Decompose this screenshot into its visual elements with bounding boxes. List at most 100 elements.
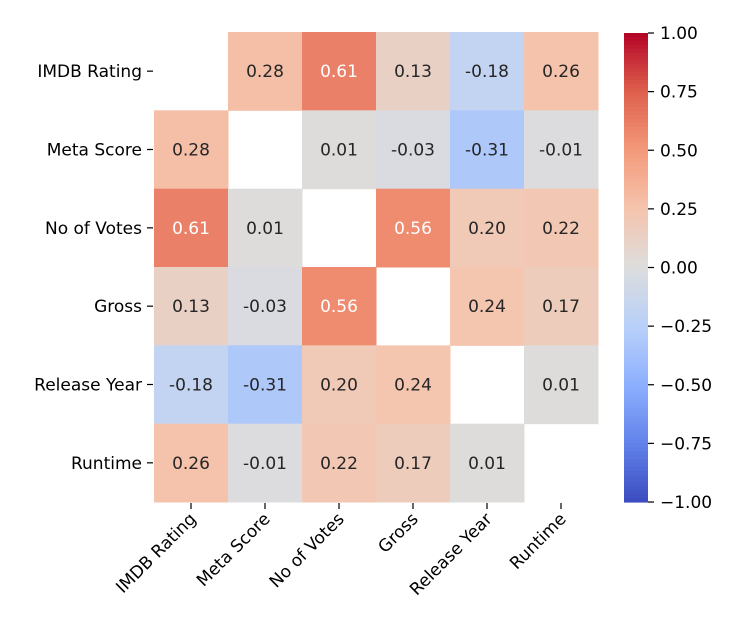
- heatmap-cell: [524, 32, 599, 111]
- colorbar-segment: [624, 384, 648, 390]
- heatmap-cell: [524, 345, 599, 425]
- cell-annotation: 0.24: [468, 297, 506, 317]
- colorbar-segment: [624, 396, 648, 401]
- colorbar-segment: [624, 459, 648, 464]
- colorbar-segment: [624, 146, 648, 151]
- colorbar-segment: [624, 228, 648, 233]
- colorbar-segment: [624, 283, 648, 288]
- cell-annotation: -0.01: [243, 454, 287, 474]
- colorbar-segment: [624, 216, 648, 222]
- cell-annotation: 0.01: [468, 454, 506, 474]
- colorbar-segment: [624, 197, 648, 202]
- colorbar-segment: [624, 380, 648, 386]
- cell-annotation: 0.56: [320, 297, 358, 317]
- colorbar-segment: [624, 79, 648, 85]
- colorbar-segment: [624, 392, 648, 398]
- cell-annotation: 0.28: [172, 141, 210, 161]
- colorbar-segment: [624, 130, 648, 136]
- colorbar-segment: [624, 318, 648, 323]
- cell-annotation: 0.20: [320, 376, 358, 396]
- colorbar-segment: [624, 255, 648, 261]
- y-tick-label: Runtime: [71, 454, 142, 474]
- cell-annotation: 0.01: [246, 219, 284, 239]
- colorbar-segment: [624, 490, 648, 495]
- colorbar-segment: [624, 95, 648, 101]
- colorbar-segment: [624, 48, 648, 54]
- colorbar-segment: [624, 306, 648, 312]
- colorbar-segment: [624, 165, 648, 171]
- cell-annotation: 0.26: [542, 62, 580, 82]
- heatmap-cell: [154, 345, 229, 425]
- heatmap-cell: [376, 110, 451, 190]
- colorbar-tick-label: 1.00: [660, 24, 698, 44]
- heatmap-cell: [376, 423, 451, 503]
- colorbar-segment: [624, 208, 648, 214]
- colorbar-segment: [624, 310, 648, 315]
- colorbar-segment: [624, 158, 648, 163]
- colorbar-segment: [624, 341, 648, 347]
- colorbar-tick-label: 0.75: [660, 83, 698, 103]
- cell-annotation: -0.31: [465, 141, 509, 161]
- colorbar-segment: [624, 349, 648, 355]
- colorbar-segment: [624, 400, 648, 405]
- y-tick-label: Meta Score: [47, 141, 142, 161]
- x-tick-label: Gross: [375, 509, 423, 557]
- cell-annotation: 0.26: [172, 454, 210, 474]
- y-tick-label: IMDB Rating: [37, 62, 142, 82]
- colorbar-segment: [624, 361, 648, 366]
- colorbar-segment: [624, 33, 648, 38]
- colorbar-segment: [624, 52, 648, 58]
- cell-annotation: 0.61: [320, 62, 358, 82]
- colorbar-tick-label: 0.50: [660, 141, 698, 161]
- colorbar-segment: [624, 408, 648, 413]
- colorbar-segment: [624, 181, 648, 187]
- colorbar-segment: [624, 435, 648, 441]
- cell-annotation: -0.01: [539, 141, 583, 161]
- colorbar-segment: [624, 111, 648, 116]
- heatmap-cell: [450, 32, 525, 111]
- colorbar-segment: [624, 271, 648, 276]
- heatmap-cell: [450, 423, 525, 503]
- colorbar-segment: [624, 462, 648, 468]
- cell-annotation: -0.31: [243, 376, 287, 396]
- cell-annotation: -0.18: [169, 376, 213, 396]
- colorbar-segment: [624, 439, 648, 444]
- colorbar-segment: [624, 134, 648, 140]
- colorbar-segment: [624, 267, 648, 273]
- colorbar-segment: [624, 275, 648, 280]
- colorbar-segment: [624, 333, 648, 339]
- colorbar-tick-label: 0.00: [660, 259, 698, 279]
- colorbar-segment: [624, 373, 648, 378]
- colorbar-segment: [624, 103, 648, 108]
- heatmap-cell: [228, 188, 303, 268]
- colorbar-segment: [624, 412, 648, 417]
- colorbar-segment: [624, 107, 648, 112]
- colorbar-segment: [624, 431, 648, 437]
- heatmap-cell: [154, 423, 229, 503]
- colorbar-tick-label: −0.50: [660, 376, 712, 396]
- cell-annotation: 0.56: [394, 219, 432, 239]
- cell-annotation: 0.20: [468, 219, 506, 239]
- colorbar-segment: [624, 259, 648, 265]
- colorbar-segment: [624, 353, 648, 358]
- cell-annotation: 0.01: [320, 141, 358, 161]
- cell-annotation: 0.13: [394, 62, 432, 82]
- colorbar-segment: [624, 161, 648, 167]
- colorbar-segment: [624, 298, 648, 304]
- colorbar-segment: [624, 68, 648, 73]
- colorbar-tick-label: 0.25: [660, 200, 698, 220]
- colorbar-segment: [624, 142, 648, 147]
- colorbar-segment: [624, 173, 648, 179]
- cell-annotation: 0.24: [394, 376, 432, 396]
- colorbar-tick-label: −1.00: [660, 493, 712, 513]
- colorbar-segment: [624, 60, 648, 65]
- colorbar-segment: [624, 376, 648, 382]
- cell-annotation: 0.13: [172, 297, 210, 317]
- cell-annotation: 0.17: [394, 454, 432, 474]
- colorbar-segment: [624, 154, 648, 159]
- heatmap-cells: 0.28 0.61 0.13 -0.18 0.26 0.28 0.01 -0.03 -0.31 -…: [154, 32, 599, 503]
- colorbar-segment: [624, 64, 648, 69]
- cell-annotation: -0.03: [243, 297, 287, 317]
- colorbar-segment: [624, 478, 648, 484]
- heatmap-cell: [376, 188, 451, 268]
